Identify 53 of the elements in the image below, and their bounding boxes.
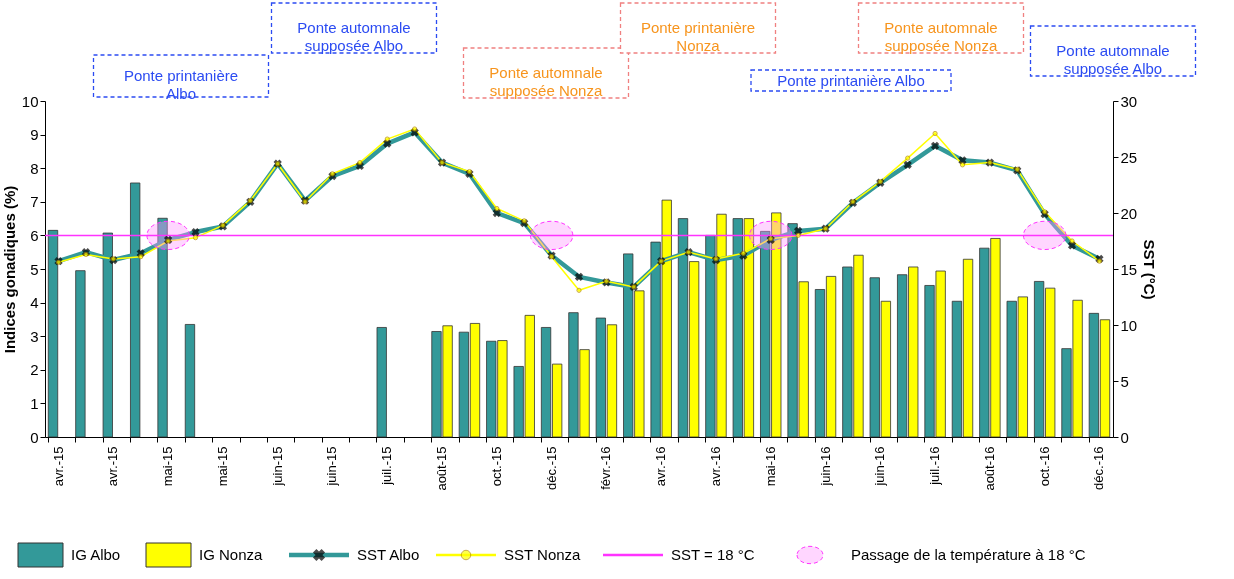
text: Ponte printanière Albo <box>777 71 925 89</box>
annotation: Ponte printanière Albo <box>123 67 239 102</box>
x-tick-label: juin-16 <box>817 446 833 487</box>
y-tick-label: 8 <box>30 159 39 177</box>
legend-label: Passage de la température à 18 °C <box>851 546 1086 563</box>
x-tick-label: avr.-16 <box>653 446 669 487</box>
y-tick-label: 9 <box>30 126 39 144</box>
text: Ponte printanière Nonza <box>640 19 756 54</box>
y2-tick-label: 20 <box>1120 204 1138 222</box>
x-tick-label: févr.-16 <box>598 446 614 490</box>
y-tick-label: 3 <box>30 327 39 345</box>
x-tick-label: juin-15 <box>269 446 285 487</box>
y-tick-label: 2 <box>30 361 39 379</box>
y2-tick-label: 25 <box>1120 148 1138 166</box>
y-tick-label: 1 <box>30 394 39 412</box>
y-tick-label: 7 <box>30 193 39 211</box>
x-tick-label: déc.-15 <box>543 446 559 490</box>
x-tick-label: mai-15 <box>160 446 176 487</box>
y-tick-label: 4 <box>30 294 39 312</box>
legend-label: SST Nonza <box>504 546 582 563</box>
x-tick-label: oct.-15 <box>488 446 504 487</box>
x-tick-label: avr.-16 <box>707 446 723 487</box>
x-tick-label: juin-16 <box>872 446 888 487</box>
y-axis-title: Indices gonadiques (%) <box>0 185 18 354</box>
y2-tick-label: 30 <box>1120 92 1138 110</box>
y2-tick-label: 5 <box>1120 372 1129 390</box>
legend-label: SST Albo <box>357 546 420 563</box>
x-tick-label: août-16 <box>981 446 997 491</box>
y-tick-label: 10 <box>21 92 39 110</box>
y-tick-label: 6 <box>30 226 39 244</box>
y-tick-label: 0 <box>30 428 39 446</box>
x-tick-label: mai-15 <box>214 446 230 487</box>
legend-label: SST = 18 °C <box>671 546 755 563</box>
y2-axis-title: SST (°C) <box>1141 239 1159 300</box>
x-tick-label: août-15 <box>434 446 450 491</box>
x-tick-label: mai-16 <box>762 446 778 487</box>
x-tick-label: avr.-15 <box>105 446 121 487</box>
x-tick-label: juil.-16 <box>927 446 943 486</box>
text: Ponte automnale supposée Albo <box>1056 42 1170 77</box>
y2-tick-label: 0 <box>1120 428 1129 446</box>
text: Ponte automnale supposée Albo <box>297 19 411 54</box>
x-tick-label: avr.-15 <box>50 446 66 487</box>
x-tick-label: oct.-16 <box>1036 446 1052 487</box>
x-tick-label: juil.-15 <box>379 446 395 486</box>
y-tick-label: 5 <box>30 260 39 278</box>
x-tick-label: juin-15 <box>324 446 340 487</box>
legend-label: IG Albo <box>71 546 121 563</box>
y2-tick-label: 10 <box>1120 316 1138 334</box>
legend-label: IG Nonza <box>199 546 264 563</box>
text: Ponte automnale supposée Nonza <box>489 64 603 99</box>
y2-tick-label: 15 <box>1120 260 1138 278</box>
x-tick-label: déc.-16 <box>1091 446 1107 490</box>
text: Ponte automnale supposée Nonza <box>884 19 998 54</box>
